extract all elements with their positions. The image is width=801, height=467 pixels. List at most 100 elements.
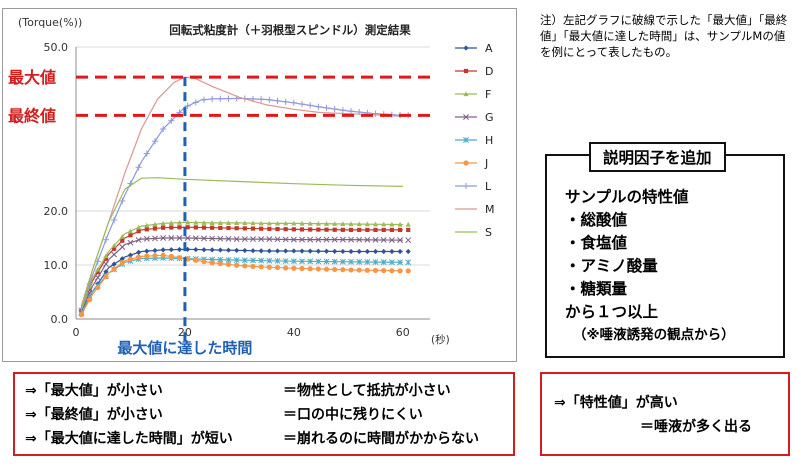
data-point	[184, 102, 191, 110]
data-point	[217, 220, 223, 225]
series-line-G	[80, 237, 403, 313]
data-point	[372, 221, 379, 227]
data-point	[291, 248, 297, 254]
factor-item: ・総酸値	[565, 211, 628, 229]
max-label: 最大値	[8, 68, 56, 87]
data-point	[111, 216, 118, 224]
legend-label: H	[485, 134, 493, 147]
data-point	[258, 257, 265, 264]
time-label: 最大値に達した時間	[117, 339, 252, 357]
data-point	[136, 249, 142, 255]
data-point	[463, 114, 469, 120]
data-point	[128, 233, 133, 238]
data-point	[127, 252, 134, 258]
y-tick-label: 10.0	[44, 259, 69, 272]
data-point	[380, 237, 387, 243]
data-point	[299, 248, 305, 254]
data-point	[290, 258, 297, 265]
data-point	[381, 248, 387, 255]
data-point	[307, 258, 314, 265]
data-point	[95, 284, 101, 291]
x-unit-label: (秒)	[431, 333, 450, 346]
data-point	[184, 235, 191, 242]
data-point	[274, 248, 281, 254]
data-point	[176, 235, 183, 241]
data-point	[381, 221, 387, 227]
data-point	[307, 236, 314, 243]
y-axis-label: (Torque(%))	[18, 16, 82, 29]
data-point	[266, 248, 272, 254]
legend-label: M	[485, 203, 495, 216]
conclusion-box: ⇒「最大値」が小さい ＝物性として抵抗が小さい ⇒「最終値」が小さい ＝口の中に…	[13, 372, 515, 456]
data-point	[127, 239, 134, 246]
data-point	[463, 160, 469, 166]
data-point	[209, 220, 215, 225]
data-point	[315, 266, 321, 272]
data-point	[364, 258, 371, 265]
factor-item: ・糖類量	[565, 280, 628, 298]
x-tick-label: 0	[73, 326, 80, 339]
data-point	[185, 219, 191, 225]
data-point	[241, 236, 248, 243]
data-point	[356, 258, 363, 265]
data-point	[234, 220, 240, 225]
data-point	[266, 264, 272, 270]
data-point	[176, 246, 183, 253]
data-point	[389, 248, 395, 255]
data-point	[210, 225, 215, 230]
data-point	[225, 256, 232, 263]
data-point	[397, 268, 403, 274]
data-point	[315, 221, 321, 226]
y-tick-label: 0.0	[51, 313, 69, 326]
data-point	[372, 267, 379, 273]
data-point	[217, 235, 224, 242]
data-point	[462, 182, 470, 190]
data-point	[152, 235, 158, 242]
data-point	[258, 96, 265, 103]
data-point	[274, 220, 281, 226]
data-point	[144, 222, 150, 228]
data-point	[274, 97, 281, 104]
data-point	[275, 226, 280, 232]
data-point	[200, 96, 208, 103]
data-point	[192, 235, 199, 242]
data-point	[388, 259, 395, 266]
data-point	[103, 269, 109, 275]
data-point	[103, 256, 109, 261]
data-point	[136, 224, 142, 230]
data-point	[405, 248, 411, 255]
x-tick-label: 40	[287, 326, 301, 339]
series-line-J	[80, 254, 403, 315]
data-point	[225, 261, 232, 268]
data-point	[340, 227, 345, 232]
data-point	[357, 227, 362, 232]
data-point	[356, 248, 362, 255]
data-point	[152, 253, 158, 259]
data-point	[241, 257, 248, 264]
data-point	[152, 247, 158, 254]
data-point	[298, 100, 306, 108]
data-point	[161, 225, 166, 230]
data-point	[201, 258, 207, 265]
legend-label: A	[485, 42, 493, 55]
data-point	[193, 246, 199, 253]
data-point	[151, 138, 159, 145]
data-point	[463, 137, 469, 143]
data-point	[218, 225, 223, 231]
data-point	[340, 267, 346, 273]
data-point	[193, 225, 198, 230]
factor-heading: 説明因子を追加	[589, 142, 726, 172]
data-point	[119, 234, 125, 239]
data-point	[144, 227, 149, 232]
data-point	[405, 259, 412, 266]
data-point	[209, 235, 216, 242]
data-point	[160, 220, 166, 226]
data-point	[103, 261, 109, 268]
data-point	[217, 247, 223, 253]
data-point	[102, 236, 110, 243]
data-point	[323, 236, 330, 243]
data-point	[242, 263, 248, 269]
data-point	[193, 257, 199, 263]
conclusion-left: ⇒「最終値」が小さい	[25, 407, 163, 423]
conclusion-left: ⇒「最大値」が小さい	[25, 383, 163, 399]
